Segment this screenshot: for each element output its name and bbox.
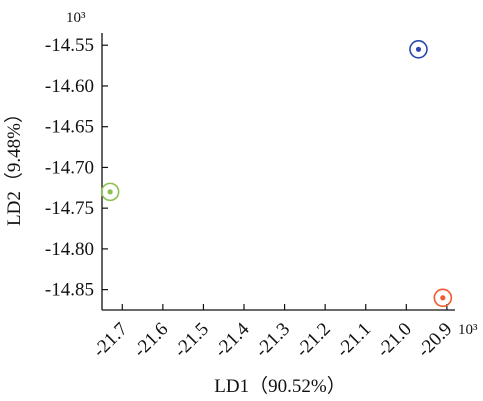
y-tick-label: -14.75 — [45, 198, 94, 219]
x-tick-label: -21.5 — [170, 319, 213, 362]
data-point — [409, 39, 428, 59]
x-axis-label: LD1（90.52%） — [214, 375, 345, 397]
data-point — [433, 288, 453, 308]
x-tick-label: -20.9 — [414, 319, 457, 362]
y-tick-label: -14.55 — [45, 35, 94, 56]
x-tick-label: -21.6 — [130, 319, 173, 362]
y-tick-label: -14.60 — [45, 76, 94, 97]
axes — [101, 33, 455, 311]
data-points — [100, 39, 453, 308]
x-tick-label: -21.0 — [373, 319, 416, 362]
x-ticks: -21.7-21.6-21.5-21.4-21.3-21.2-21.1-21.0… — [89, 304, 456, 362]
data-point-dot — [107, 189, 113, 195]
data-point — [100, 182, 120, 202]
data-point-ring — [433, 288, 453, 308]
x-tick-label: -21.1 — [332, 319, 375, 362]
y-tick-label: -14.65 — [45, 117, 94, 138]
y-ticks: -14.55 -14.60 -14.65 -14.70 -14.75 -14.80 -14.… — [45, 35, 108, 301]
x-tick-label: -21.2 — [292, 319, 335, 362]
y-axis-multiplier: 10³ — [66, 10, 86, 26]
data-point-ring — [409, 39, 428, 59]
y-tick-label: -14.85 — [45, 280, 94, 301]
x-tick-label: -21.4 — [211, 318, 254, 361]
data-point-dot — [440, 295, 446, 301]
x-tick-label: -21.3 — [251, 319, 294, 362]
data-point-ring — [100, 182, 120, 202]
x-tick-label: -21.7 — [89, 319, 132, 362]
data-point-dot — [415, 46, 422, 52]
y-tick-label: -14.80 — [45, 239, 94, 260]
y-tick-label: -14.70 — [45, 157, 94, 178]
y-axis-label: LD2（9.48%） — [3, 104, 25, 226]
x-axis-multiplier: 10³ — [458, 322, 478, 338]
